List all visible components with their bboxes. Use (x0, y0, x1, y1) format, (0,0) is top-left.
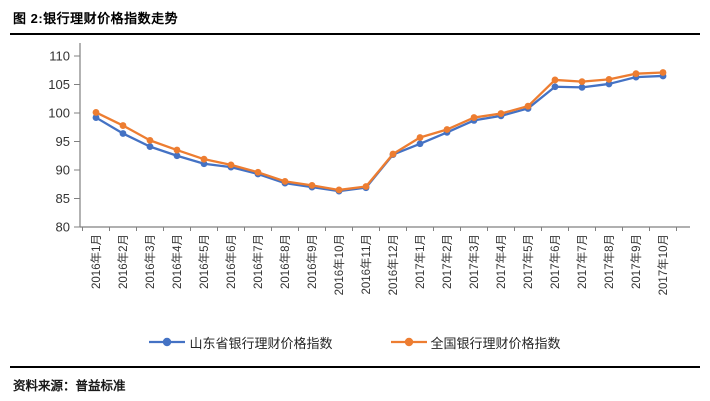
x-tick-label: 2016年6月 (224, 234, 238, 289)
data-point (119, 122, 127, 129)
data-point (146, 143, 154, 151)
line-chart: 80 85 90 95 100 105 110 2016年1月 2016年2月 2016年3月 20… (0, 36, 710, 326)
y-tick-label: 100 (48, 106, 70, 121)
x-tick-label: 2017年9月 (629, 234, 643, 289)
data-point (362, 183, 370, 190)
x-tick-label: 2017年2月 (440, 234, 454, 289)
y-tick-label: 110 (49, 49, 70, 64)
legend-item: 山东省银行理财价格指数 (149, 333, 333, 352)
data-point (119, 130, 127, 137)
data-point (551, 83, 559, 91)
x-tick-label: 2017年8月 (602, 234, 616, 289)
y-tick-label: 85 (56, 191, 70, 206)
y-tick-label: 105 (48, 77, 70, 92)
data-point (200, 155, 208, 163)
data-point (254, 168, 262, 176)
data-point (92, 114, 100, 121)
source-label: 资料来源：普益标准 (13, 379, 126, 393)
x-tick-label: 2016年5月 (197, 234, 211, 289)
data-point (416, 140, 424, 148)
data-point (605, 75, 613, 83)
legend-marker-icon (390, 337, 427, 347)
data-point (389, 150, 397, 158)
x-tick-label: 2016年1月 (89, 234, 103, 289)
page-title: 图 2:银行理财价格指数走势 (13, 11, 179, 26)
data-point (551, 76, 559, 84)
data-point (335, 186, 343, 194)
x-tick-label: 2017年6月 (548, 234, 562, 289)
data-point (578, 83, 586, 91)
x-tick-label: 2016年4月 (170, 234, 184, 289)
x-tick-label: 2016年2月 (116, 234, 130, 289)
data-point (92, 109, 100, 116)
x-tick-label: 2017年3月 (467, 234, 481, 289)
data-point (146, 136, 154, 144)
x-tick-label: 2016年12月 (386, 234, 400, 295)
data-point (227, 161, 235, 169)
x-tick-label: 2016年8月 (278, 234, 292, 289)
x-tick-label: 2017年10月 (656, 234, 670, 295)
x-tick-label: 2016年3月 (143, 234, 157, 289)
legend-item-label: 全国银行理财价格指数 (430, 335, 561, 351)
y-tick-label: 80 (56, 220, 70, 235)
data-point (524, 102, 532, 110)
x-tick-label: 2016年7月 (251, 234, 265, 289)
legend-marker-icon (149, 337, 186, 347)
data-point (470, 114, 478, 121)
legend-item-label: 山东省银行理财价格指数 (189, 335, 333, 351)
data-point (173, 146, 181, 154)
footer-divider (10, 366, 700, 368)
x-tick-label: 2016年10月 (332, 234, 346, 295)
series-line-0 (95, 74, 664, 193)
chart-legend: 山东省银行理财价格指数 全国银行理财价格指数 (0, 332, 710, 352)
title-divider (10, 33, 700, 35)
x-tick-label: 2016年9月 (305, 234, 319, 289)
data-point (443, 126, 451, 133)
data-point (281, 178, 289, 185)
data-point (308, 181, 316, 189)
data-point (659, 69, 667, 76)
y-tick-label: 95 (56, 134, 70, 149)
data-point (632, 70, 640, 78)
x-tick-label: 2016年11月 (359, 234, 373, 295)
x-tick-label: 2017年5月 (521, 234, 535, 289)
x-tick-label: 2017年1月 (413, 234, 427, 289)
y-tick-label: 90 (56, 163, 70, 178)
data-point (173, 152, 181, 160)
data-point (416, 134, 424, 141)
data-point (497, 110, 505, 117)
legend-item: 全国银行理财价格指数 (390, 333, 561, 352)
series-line-1 (95, 71, 664, 192)
x-tick-label: 2017年7月 (575, 234, 589, 289)
data-point (578, 78, 586, 86)
x-tick-label: 2017年4月 (494, 234, 508, 289)
